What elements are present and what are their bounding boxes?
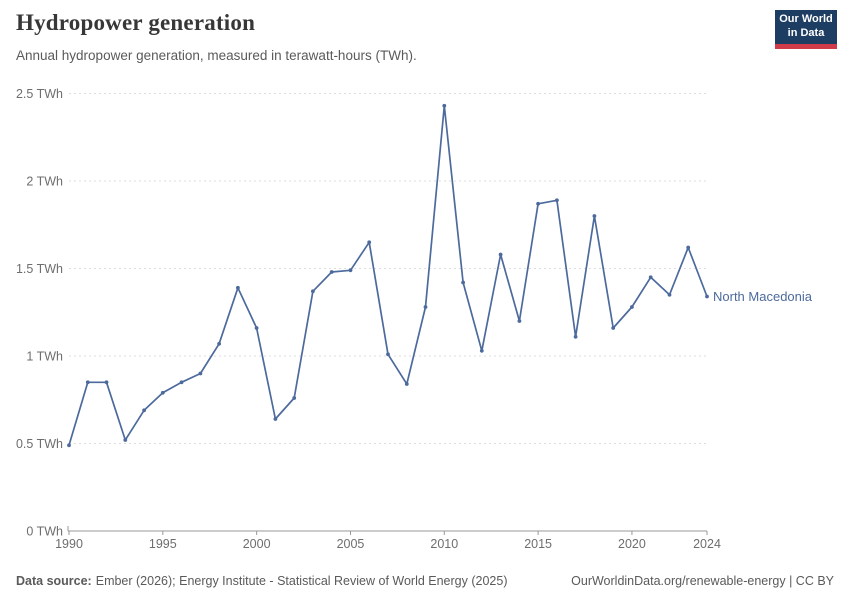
data-point[interactable] (292, 396, 297, 400)
x-tick-label: 2024 (693, 537, 721, 551)
data-point[interactable] (479, 348, 484, 353)
data-point[interactable] (592, 214, 597, 218)
x-tick-label: 2020 (618, 537, 646, 551)
data-point[interactable] (142, 408, 147, 413)
y-tick-label: 1.5 TWh (16, 262, 63, 276)
data-point[interactable] (67, 443, 71, 448)
owid-link[interactable]: OurWorldinData.org/renewable-energy | CC… (571, 574, 834, 588)
data-point[interactable] (386, 352, 390, 357)
data-point[interactable] (705, 294, 709, 299)
y-tick-label: 2 TWh (26, 175, 63, 189)
data-point[interactable] (198, 371, 203, 376)
data-point[interactable] (461, 280, 465, 285)
page-title: Hydropower generation (16, 10, 256, 35)
owid-logo-line2: in Data (787, 27, 825, 39)
y-tick-label: 1 TWh (26, 350, 63, 364)
data-point[interactable] (498, 252, 503, 257)
data-point[interactable] (573, 334, 578, 339)
data-line[interactable] (68, 104, 708, 447)
data-point[interactable] (367, 240, 372, 245)
chart-subtitle: Annual hydropower generation, measured i… (16, 48, 417, 63)
data-point[interactable] (123, 438, 128, 442)
data-point[interactable] (423, 305, 428, 309)
data-point[interactable] (217, 341, 222, 346)
data-point[interactable] (254, 326, 259, 330)
data-point[interactable] (555, 198, 559, 203)
data-source: Data source: Ember (2026); Energy Institu… (16, 574, 507, 588)
data-point[interactable] (179, 380, 184, 385)
data-point[interactable] (348, 268, 353, 273)
data-point[interactable] (329, 270, 334, 274)
data-point[interactable] (273, 417, 278, 421)
x-tick-label: 2005 (337, 537, 365, 551)
y-tick-label: 0 TWh (26, 525, 63, 539)
x-tick-label: 2010 (430, 537, 458, 551)
series-label[interactable]: North Macedonia (713, 289, 813, 304)
data-point[interactable] (236, 285, 240, 290)
data-source-text: Ember (2026); Energy Institute - Statist… (95, 574, 508, 588)
data-point[interactable] (667, 292, 672, 297)
data-point[interactable] (311, 289, 315, 294)
data-point[interactable] (104, 380, 109, 385)
data-source-label: Data source: (16, 574, 92, 588)
data-point[interactable] (686, 245, 691, 250)
y-tick-label: 0.5 TWh (16, 437, 63, 451)
data-point[interactable] (442, 103, 447, 108)
data-point[interactable] (630, 305, 634, 309)
x-tick-label: 2015 (524, 537, 552, 551)
y-tick-label: 2.5 TWh (16, 87, 63, 101)
owid-logo-line1: Our World (779, 13, 833, 26)
owid-logo[interactable]: Our World in Data (775, 10, 837, 49)
data-point[interactable] (160, 390, 165, 395)
x-tick-label: 1995 (149, 537, 177, 551)
x-tick-label: 2000 (243, 537, 271, 551)
data-point[interactable] (648, 275, 653, 280)
data-point[interactable] (536, 201, 540, 206)
data-point[interactable] (85, 380, 90, 385)
data-point[interactable] (611, 326, 616, 330)
data-point[interactable] (404, 382, 409, 386)
data-point[interactable] (517, 319, 522, 323)
x-tick-label: 1990 (55, 537, 83, 551)
